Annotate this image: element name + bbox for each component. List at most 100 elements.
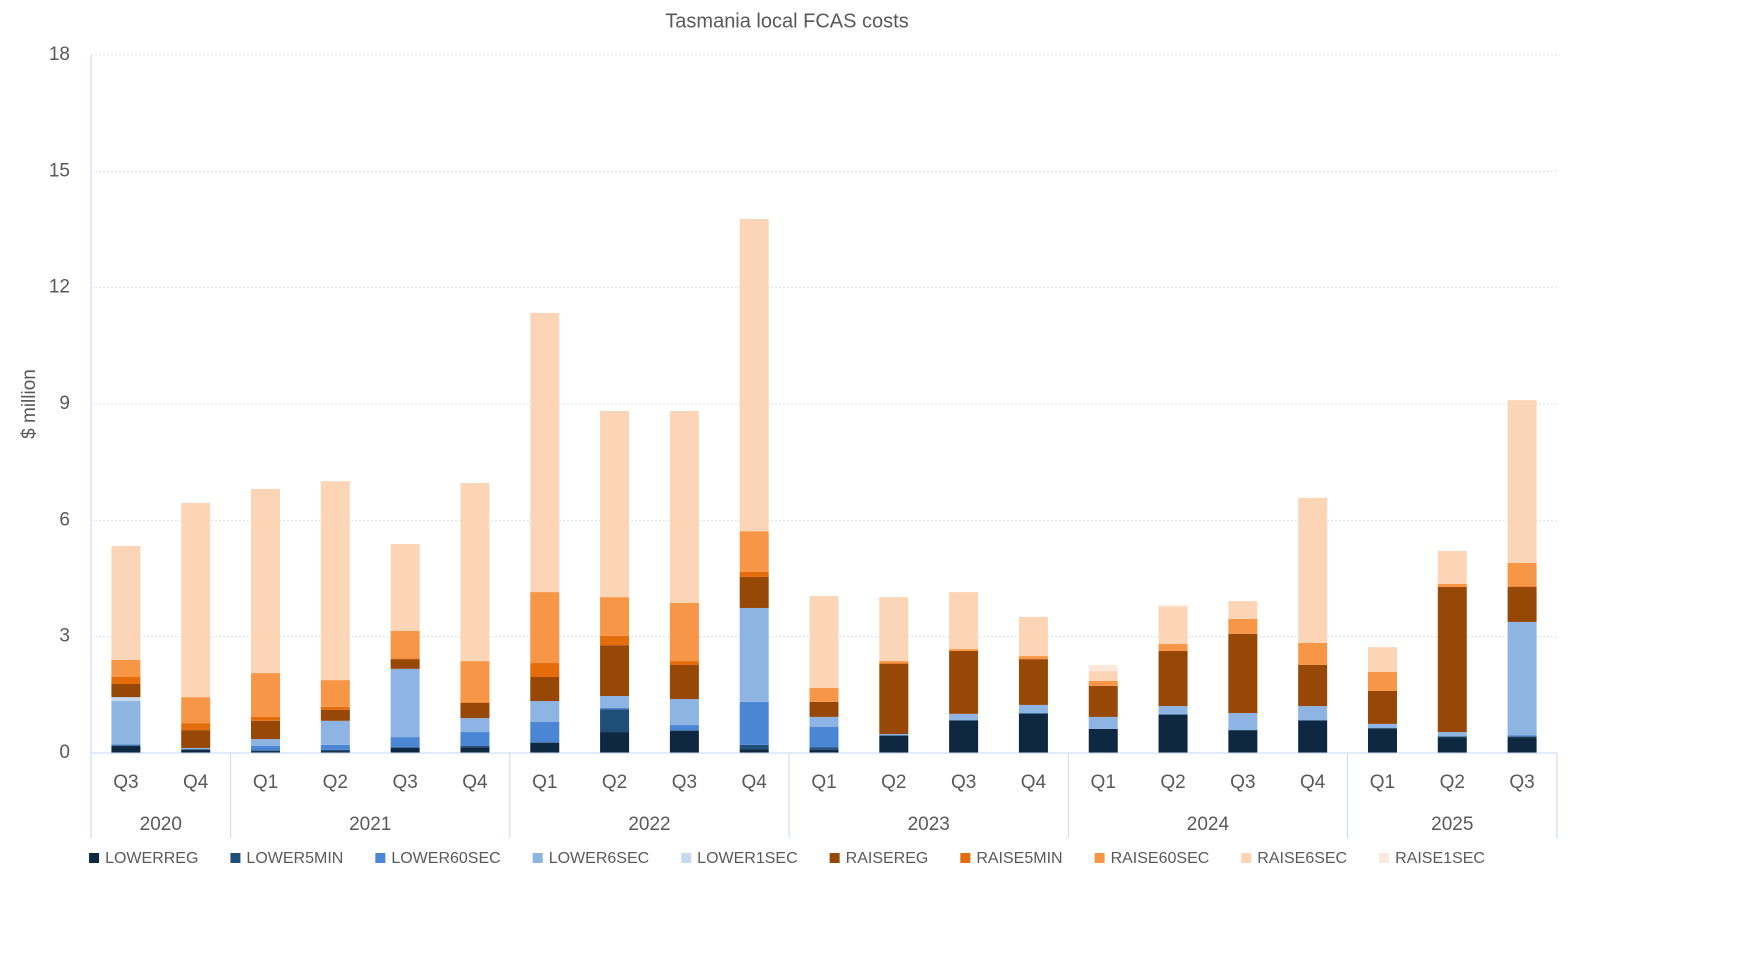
bar-segment [809, 701, 839, 717]
bar-segment [181, 749, 211, 753]
legend-label: LOWER1SEC [697, 850, 797, 867]
legend-label: RAISE60SEC [1111, 850, 1210, 867]
bar-segment [949, 720, 979, 753]
bar-segment [809, 716, 839, 728]
bar-segment [1228, 633, 1258, 714]
bar-segment [1018, 656, 1048, 660]
x-tick-label: Q4 [183, 772, 209, 793]
bar-segment [879, 735, 909, 736]
bar-segment [949, 713, 979, 721]
legend-swatch [1094, 853, 1105, 863]
bar-segment [1018, 616, 1048, 657]
bar-segment [251, 750, 281, 752]
bar-segment [460, 702, 490, 703]
legend-label: LOWER60SEC [391, 850, 500, 867]
x-tick-label: Q4 [1300, 772, 1326, 793]
bar-segment [1298, 664, 1328, 707]
chart-title: Tasmania local FCAS costs [665, 10, 908, 32]
x-tick-label: Q2 [881, 772, 906, 793]
legend-swatch [230, 853, 241, 863]
legend-swatch [1379, 853, 1390, 863]
legend-label: LOWERREG [105, 850, 198, 867]
bar-segment [739, 531, 769, 572]
bar-segment [1507, 735, 1537, 737]
x-tick-label: Q2 [602, 772, 627, 793]
bar-segment [1158, 706, 1188, 715]
bar-segment [1437, 587, 1467, 733]
bar-segment [739, 571, 769, 577]
bar-segment [1158, 606, 1188, 645]
bar-segment [600, 635, 630, 646]
x-tick-label: Q1 [532, 772, 557, 793]
x-tick-label: Q1 [1091, 772, 1116, 793]
bar-segment [530, 312, 560, 593]
legend-swatch [960, 853, 971, 863]
bar-segment [1088, 716, 1118, 729]
bar-segment [739, 607, 769, 702]
bar-segment [1507, 562, 1537, 587]
bar-segment [1158, 651, 1188, 707]
bar-segment [809, 687, 839, 702]
bar-segment [111, 697, 141, 702]
bar-segment [530, 721, 560, 743]
bar-segment [181, 749, 211, 750]
x-group-label: 2024 [1187, 814, 1230, 835]
bar-segment [111, 683, 141, 698]
bar-segment [1298, 720, 1328, 721]
bar-segment [1367, 728, 1397, 753]
legend-label: RAISE5MIN [976, 850, 1062, 867]
bar-segment [320, 749, 350, 752]
legend-swatch [375, 853, 386, 863]
x-group-label: 2025 [1431, 814, 1473, 835]
bar-segment [251, 716, 281, 721]
bar-segment [1228, 600, 1258, 619]
bar-segment [739, 219, 769, 532]
bar-segment [809, 595, 839, 688]
bar-segment [111, 746, 141, 753]
bar-segment [949, 649, 979, 652]
bar-segment [530, 742, 560, 743]
bar-segment [530, 742, 560, 753]
legend-label: RAISEREG [846, 850, 929, 867]
bar-segment [1158, 644, 1188, 652]
bar-segment [1018, 713, 1048, 714]
bar-segment [1158, 714, 1188, 753]
x-tick-label: Q3 [113, 772, 138, 793]
bar-segment [460, 718, 490, 733]
bar-segment [111, 701, 141, 745]
bar-segment [1018, 659, 1048, 705]
x-tick-label: Q3 [672, 772, 697, 793]
bar-segment [251, 673, 281, 717]
bar-segment [460, 732, 490, 747]
bar-segment [669, 602, 699, 662]
bar-segment [1228, 618, 1258, 634]
bar-segment [251, 739, 281, 747]
bar-segment [1298, 497, 1328, 643]
bar-segment [1507, 736, 1537, 738]
bar-segment [949, 720, 979, 721]
bar-segment [1018, 704, 1048, 714]
bar-segment [320, 744, 350, 750]
x-tick-label: Q2 [1160, 772, 1185, 793]
bar-segment [1298, 706, 1328, 721]
bar-segment [600, 645, 630, 696]
bar-segment [181, 697, 211, 724]
bar-segment [669, 661, 699, 665]
bar-segment [879, 733, 909, 736]
y-tick-label: 6 [59, 509, 70, 530]
bar-segment [181, 730, 211, 748]
y-tick-label: 15 [49, 160, 70, 181]
x-group-label: 2023 [908, 814, 950, 835]
bar-segment [1367, 690, 1397, 724]
bar-segment [320, 481, 350, 681]
bar-segment [600, 597, 630, 636]
bar-segment [879, 661, 909, 664]
bar-segment [600, 708, 630, 710]
bar-segment [949, 592, 979, 650]
bar-segment [111, 676, 141, 684]
bar-segment [460, 483, 490, 662]
x-group-label: 2022 [628, 814, 670, 835]
bar-segment [809, 747, 839, 750]
bar-segment [1507, 621, 1537, 736]
x-tick-label: Q1 [811, 772, 836, 793]
